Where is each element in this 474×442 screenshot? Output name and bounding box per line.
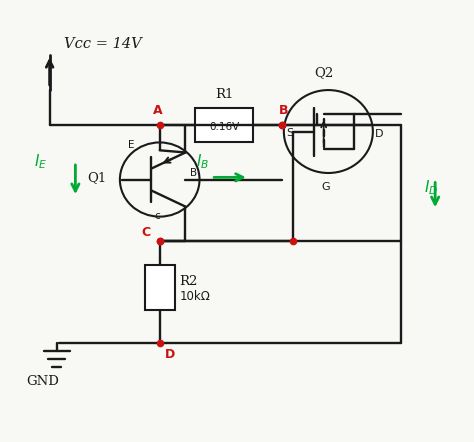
Text: S: S — [286, 128, 293, 138]
FancyBboxPatch shape — [145, 265, 175, 310]
Text: R2: R2 — [179, 274, 198, 287]
Text: 10kΩ: 10kΩ — [179, 290, 210, 303]
Text: $I_E$: $I_E$ — [34, 152, 47, 171]
Text: D: D — [164, 348, 174, 362]
Text: G: G — [321, 182, 330, 191]
Text: R1: R1 — [215, 88, 233, 101]
Text: GND: GND — [26, 375, 59, 388]
Text: c: c — [155, 211, 160, 221]
Text: C: C — [141, 226, 150, 239]
Text: $I_B$: $I_B$ — [196, 152, 209, 171]
FancyBboxPatch shape — [195, 108, 254, 141]
Text: Q2: Q2 — [314, 66, 333, 79]
Text: $I_D$: $I_D$ — [424, 179, 438, 197]
Text: B: B — [279, 104, 289, 117]
Text: Vcc = 14V: Vcc = 14V — [64, 37, 141, 51]
Text: Q1: Q1 — [87, 171, 106, 184]
Text: E: E — [128, 140, 135, 150]
Text: D: D — [375, 129, 383, 139]
Text: B: B — [190, 168, 197, 178]
Text: A: A — [153, 104, 162, 117]
Text: 0.16V: 0.16V — [209, 122, 239, 132]
